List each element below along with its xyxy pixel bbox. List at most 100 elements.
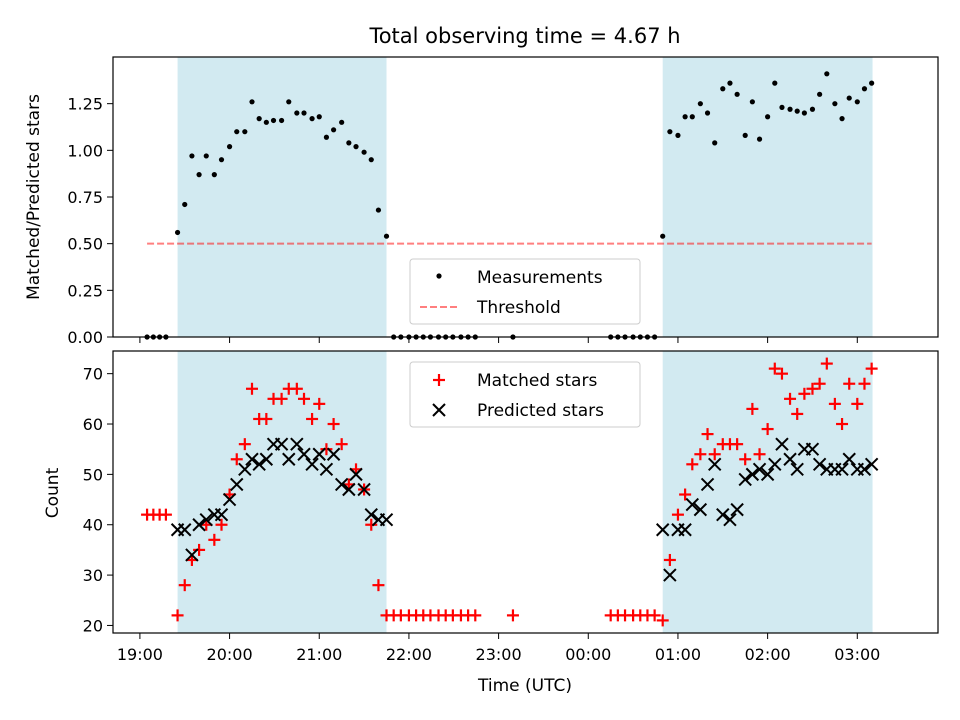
- predicted-star-stroke: [678, 523, 692, 537]
- predicted-star-point: [230, 477, 244, 492]
- predicted-star-stroke: [775, 437, 789, 451]
- measurement-point: [689, 114, 695, 120]
- predicted-star-stroke: [245, 452, 259, 466]
- predicted-star-point: [274, 437, 289, 451]
- y-tick-label: 70: [83, 365, 103, 384]
- matched-star-point: [731, 438, 744, 451]
- predicted-star-stroke: [178, 523, 192, 537]
- y-tick-label: 60: [83, 415, 103, 434]
- predicted-star-point: [723, 512, 737, 527]
- measurement-point: [286, 99, 292, 105]
- matched-star-point: [663, 553, 676, 566]
- predicted-star-stroke: [282, 452, 296, 466]
- predicted-star-stroke: [192, 518, 206, 532]
- predicted-star-stroke: [326, 447, 341, 461]
- predicted-star-point: [245, 452, 259, 466]
- predicted-star-stroke: [730, 502, 744, 517]
- predicted-star-stroke: [185, 548, 199, 562]
- x-tick-label: 03:00: [834, 645, 880, 664]
- predicted-star-point: [342, 482, 356, 497]
- predicted-star-stroke: [716, 507, 730, 522]
- measurement-point: [682, 114, 688, 120]
- matched-star-point: [828, 397, 841, 410]
- measurement-point: [226, 144, 233, 150]
- matched-star-point: [469, 609, 482, 622]
- matched-star-point: [215, 518, 228, 531]
- x-tick-label: 00:00: [565, 645, 611, 664]
- matched-star-point: [820, 357, 833, 370]
- measurement-point: [368, 157, 374, 163]
- top-x-ticks: [139, 337, 858, 343]
- legend-measurements-marker: [436, 273, 442, 279]
- bottom-panel: 20 30 40 50 60 70 19:00 20:00 21:00 22:00 23:00 00…: [43, 350, 939, 696]
- predicted-star-point: [663, 568, 677, 582]
- matched-star-point: [694, 448, 707, 461]
- predicted-star-point: [700, 477, 715, 492]
- measurement-point: [196, 172, 202, 178]
- predicted-star-stroke: [238, 462, 252, 477]
- y-tick-label: 50: [83, 465, 103, 484]
- predicted-star-point: [364, 507, 378, 522]
- measurement-point: [323, 134, 330, 140]
- x-tick-label: 02:00: [745, 645, 791, 664]
- measurement-point: [182, 201, 188, 208]
- predicted-star-point: [685, 497, 700, 512]
- predicted-star-stroke: [745, 467, 760, 482]
- matched-star-point: [813, 377, 826, 390]
- predicted-star-point: [178, 523, 192, 537]
- matched-star-point: [208, 533, 221, 546]
- matched-star-point: [171, 609, 184, 622]
- predicted-star-stroke: [342, 482, 356, 497]
- bottom-y-axis-label: Count: [43, 467, 63, 518]
- predicted-star-stroke: [319, 462, 334, 477]
- measurement-point: [734, 91, 740, 97]
- y-tick-label: 1.25: [67, 95, 103, 114]
- matched-star-point: [327, 418, 340, 431]
- predicted-star-point: [730, 502, 744, 517]
- legend-predicted-label: Predicted stars: [477, 401, 604, 421]
- measurement-point: [667, 129, 673, 135]
- matched-star-point: [506, 609, 519, 622]
- x-tick-label: 19:00: [117, 645, 163, 664]
- predicted-star-stroke: [349, 467, 363, 482]
- matched-star-point: [836, 418, 849, 431]
- matched-star-point: [798, 387, 811, 400]
- y-tick-label: 0.25: [67, 281, 103, 300]
- matched-star-point: [775, 367, 788, 380]
- matched-star-point: [753, 448, 766, 461]
- measurement-point: [211, 172, 217, 178]
- predicted-star-point: [290, 437, 304, 451]
- matched-star-point: [313, 397, 326, 410]
- predicted-star-point: [790, 462, 804, 477]
- predicted-star-point: [655, 523, 670, 537]
- matched-star-point: [306, 412, 319, 425]
- predicted-star-point: [312, 447, 326, 461]
- x-tick-label: 01:00: [655, 645, 701, 664]
- measurement-point: [174, 229, 181, 236]
- matched-star-point: [335, 438, 348, 451]
- predicted-star-stroke: [805, 442, 820, 456]
- matched-star-point: [365, 518, 378, 531]
- y-tick-label: 0.50: [67, 235, 103, 254]
- predicted-star-stroke: [379, 512, 394, 527]
- bottom-legend: Matched stars Predicted stars: [409, 361, 641, 428]
- matched-star-point: [768, 362, 781, 375]
- matched-star-point: [791, 407, 804, 420]
- measurement-point: [846, 95, 852, 101]
- predicted-star-stroke: [842, 452, 856, 466]
- predicted-star-point: [693, 502, 708, 517]
- predicted-star-point: [334, 477, 349, 492]
- predicted-star-stroke: [700, 477, 715, 492]
- bottom-legend-box: [409, 361, 641, 428]
- matched-star-point: [178, 579, 191, 592]
- predicted-star-stroke: [783, 452, 797, 466]
- predicted-star-stroke: [663, 568, 677, 582]
- predicted-star-stroke: [752, 462, 767, 477]
- predicted-star-point: [185, 548, 199, 562]
- measurement-point: [712, 140, 718, 146]
- predicted-star-point: [678, 523, 692, 537]
- predicted-star-point: [752, 462, 767, 477]
- predicted-star-point: [857, 462, 872, 477]
- predicted-star-stroke: [274, 437, 289, 451]
